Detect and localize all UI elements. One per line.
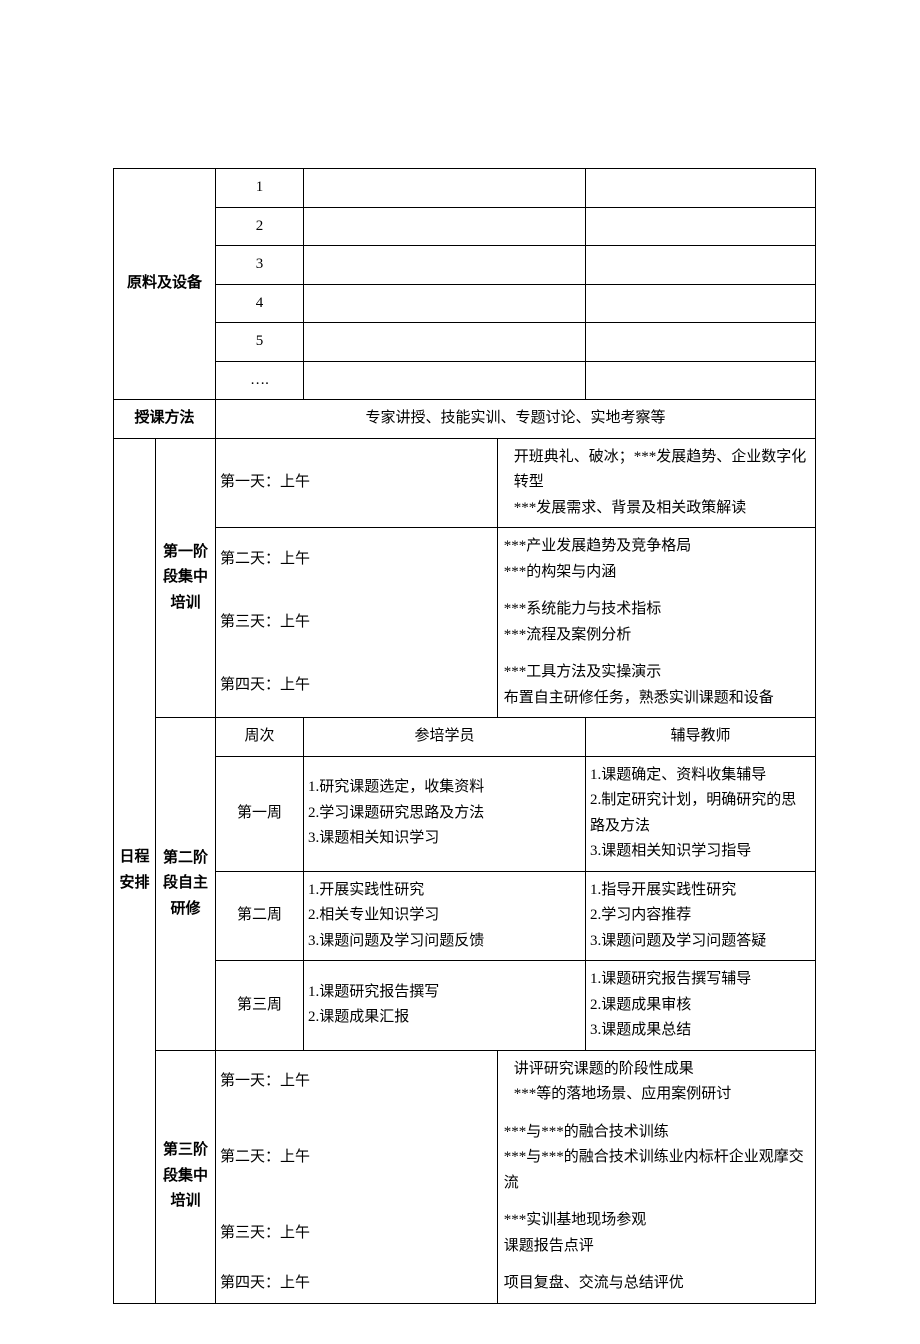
materials-row: 原料及设备 1 [114, 169, 816, 208]
phase1-row: 第二天：上午 ***产业发展趋势及竞争格局 ***的构架与内涵 [114, 528, 816, 592]
phase1-row: 第四天：上午 ***工具方法及实操演示 布置自主研修任务，熟悉实训课题和设备 [114, 654, 816, 718]
phase2-week-row: 第一周 1.研究课题选定，收集资料 2.学习课题研究思路及方法 3.课题相关知识… [114, 756, 816, 871]
phase3-day: 第三天：上午 [216, 1202, 498, 1265]
phase2-student-header: 参培学员 [304, 718, 586, 757]
materials-row: 3 [114, 246, 816, 285]
teaching-method-header: 授课方法 [114, 400, 216, 439]
phase2-week: 第一周 [216, 756, 304, 871]
phase1-row: 日程安排 第一阶段集中培训 第一天：上午 开班典礼、破冰；***发展趋势、企业数… [114, 438, 816, 528]
materials-cell: 4 [216, 284, 304, 323]
phase3-label: 第三阶段集中培训 [156, 1050, 216, 1303]
materials-row: 2 [114, 207, 816, 246]
phase2-week-row: 第三周 1.课题研究报告撰写 2.课题成果汇报 1.课题研究报告撰写辅导 2.课… [114, 961, 816, 1051]
phase3-content: ***实训基地现场参观 课题报告点评 [497, 1202, 815, 1265]
phase2-tutor: 1.课题研究报告撰写辅导 2.课题成果审核 3.课题成果总结 [586, 961, 816, 1051]
materials-cell: 2 [216, 207, 304, 246]
phase3-day: 第四天：上午 [216, 1265, 498, 1303]
materials-empty [304, 207, 586, 246]
materials-empty [586, 207, 816, 246]
phase2-week: 第二周 [216, 871, 304, 961]
phase1-day: 第二天：上午 [216, 528, 498, 592]
phase3-row: 第四天：上午 项目复盘、交流与总结评优 [114, 1265, 816, 1303]
materials-empty [304, 361, 586, 400]
materials-empty [586, 323, 816, 362]
phase1-day: 第一天：上午 [216, 438, 498, 528]
materials-empty [586, 169, 816, 208]
phase1-content: ***工具方法及实操演示 布置自主研修任务，熟悉实训课题和设备 [497, 654, 815, 718]
materials-row: 4 [114, 284, 816, 323]
phase3-day: 第二天：上午 [216, 1114, 498, 1203]
phase1-label: 第一阶段集中培训 [156, 438, 216, 718]
phase2-header-row: 第二阶段自主研修 周次 参培学员 辅导教师 [114, 718, 816, 757]
phase3-day: 第一天：上午 [216, 1050, 498, 1114]
materials-cell: 5 [216, 323, 304, 362]
materials-row: …. [114, 361, 816, 400]
phase2-week-row: 第二周 1.开展实践性研究 2.相关专业知识学习 3.课题问题及学习问题反馈 1… [114, 871, 816, 961]
materials-cell: 3 [216, 246, 304, 285]
materials-empty [304, 284, 586, 323]
teaching-method-content: 专家讲授、技能实训、专题讨论、实地考察等 [216, 400, 816, 439]
phase2-student: 1.课题研究报告撰写 2.课题成果汇报 [304, 961, 586, 1051]
phase2-tutor: 1.课题确定、资料收集辅导 2.制定研究计划，明确研究的思路及方法 3.课题相关… [586, 756, 816, 871]
phase3-content: 项目复盘、交流与总结评优 [497, 1265, 815, 1303]
phase1-day: 第三天：上午 [216, 591, 498, 654]
schedule-table: 原料及设备 1 2 3 4 5 …. 授课方法 专家讲授、技能实训、专题讨论、实… [113, 168, 816, 1304]
phase2-tutor: 1.指导开展实践性研究 2.学习内容推荐 3.课题问题及学习问题答疑 [586, 871, 816, 961]
phase1-row: 第三天：上午 ***系统能力与技术指标 ***流程及案例分析 [114, 591, 816, 654]
phase3-row: 第三天：上午 ***实训基地现场参观 课题报告点评 [114, 1202, 816, 1265]
phase1-content: 开班典礼、破冰；***发展趋势、企业数字化转型 ***发展需求、背景及相关政策解… [497, 438, 815, 528]
phase1-day: 第四天：上午 [216, 654, 498, 718]
materials-cell: 1 [216, 169, 304, 208]
phase3-row: 第二天：上午 ***与***的融合技术训练 ***与***的融合技术训练业内标杆… [114, 1114, 816, 1203]
schedule-header: 日程安排 [114, 438, 156, 1303]
phase2-label: 第二阶段自主研修 [156, 718, 216, 1051]
phase3-content: ***与***的融合技术训练 ***与***的融合技术训练业内标杆企业观摩交流 [497, 1114, 815, 1203]
materials-empty [304, 169, 586, 208]
phase2-tutor-header: 辅导教师 [586, 718, 816, 757]
phase3-row: 第三阶段集中培训 第一天：上午 讲评研究课题的阶段性成果 ***等的落地场景、应… [114, 1050, 816, 1114]
phase2-student: 1.研究课题选定，收集资料 2.学习课题研究思路及方法 3.课题相关知识学习 [304, 756, 586, 871]
materials-header: 原料及设备 [114, 169, 216, 400]
teaching-method-row: 授课方法 专家讲授、技能实训、专题讨论、实地考察等 [114, 400, 816, 439]
materials-empty [586, 284, 816, 323]
phase2-week-header: 周次 [216, 718, 304, 757]
materials-empty [586, 246, 816, 285]
phase2-week: 第三周 [216, 961, 304, 1051]
materials-empty [586, 361, 816, 400]
phase2-student: 1.开展实践性研究 2.相关专业知识学习 3.课题问题及学习问题反馈 [304, 871, 586, 961]
phase1-content: ***产业发展趋势及竞争格局 ***的构架与内涵 [497, 528, 815, 592]
materials-empty [304, 323, 586, 362]
phase3-content: 讲评研究课题的阶段性成果 ***等的落地场景、应用案例研讨 [497, 1050, 815, 1114]
materials-empty [304, 246, 586, 285]
phase1-content: ***系统能力与技术指标 ***流程及案例分析 [497, 591, 815, 654]
materials-row: 5 [114, 323, 816, 362]
materials-cell: …. [216, 361, 304, 400]
